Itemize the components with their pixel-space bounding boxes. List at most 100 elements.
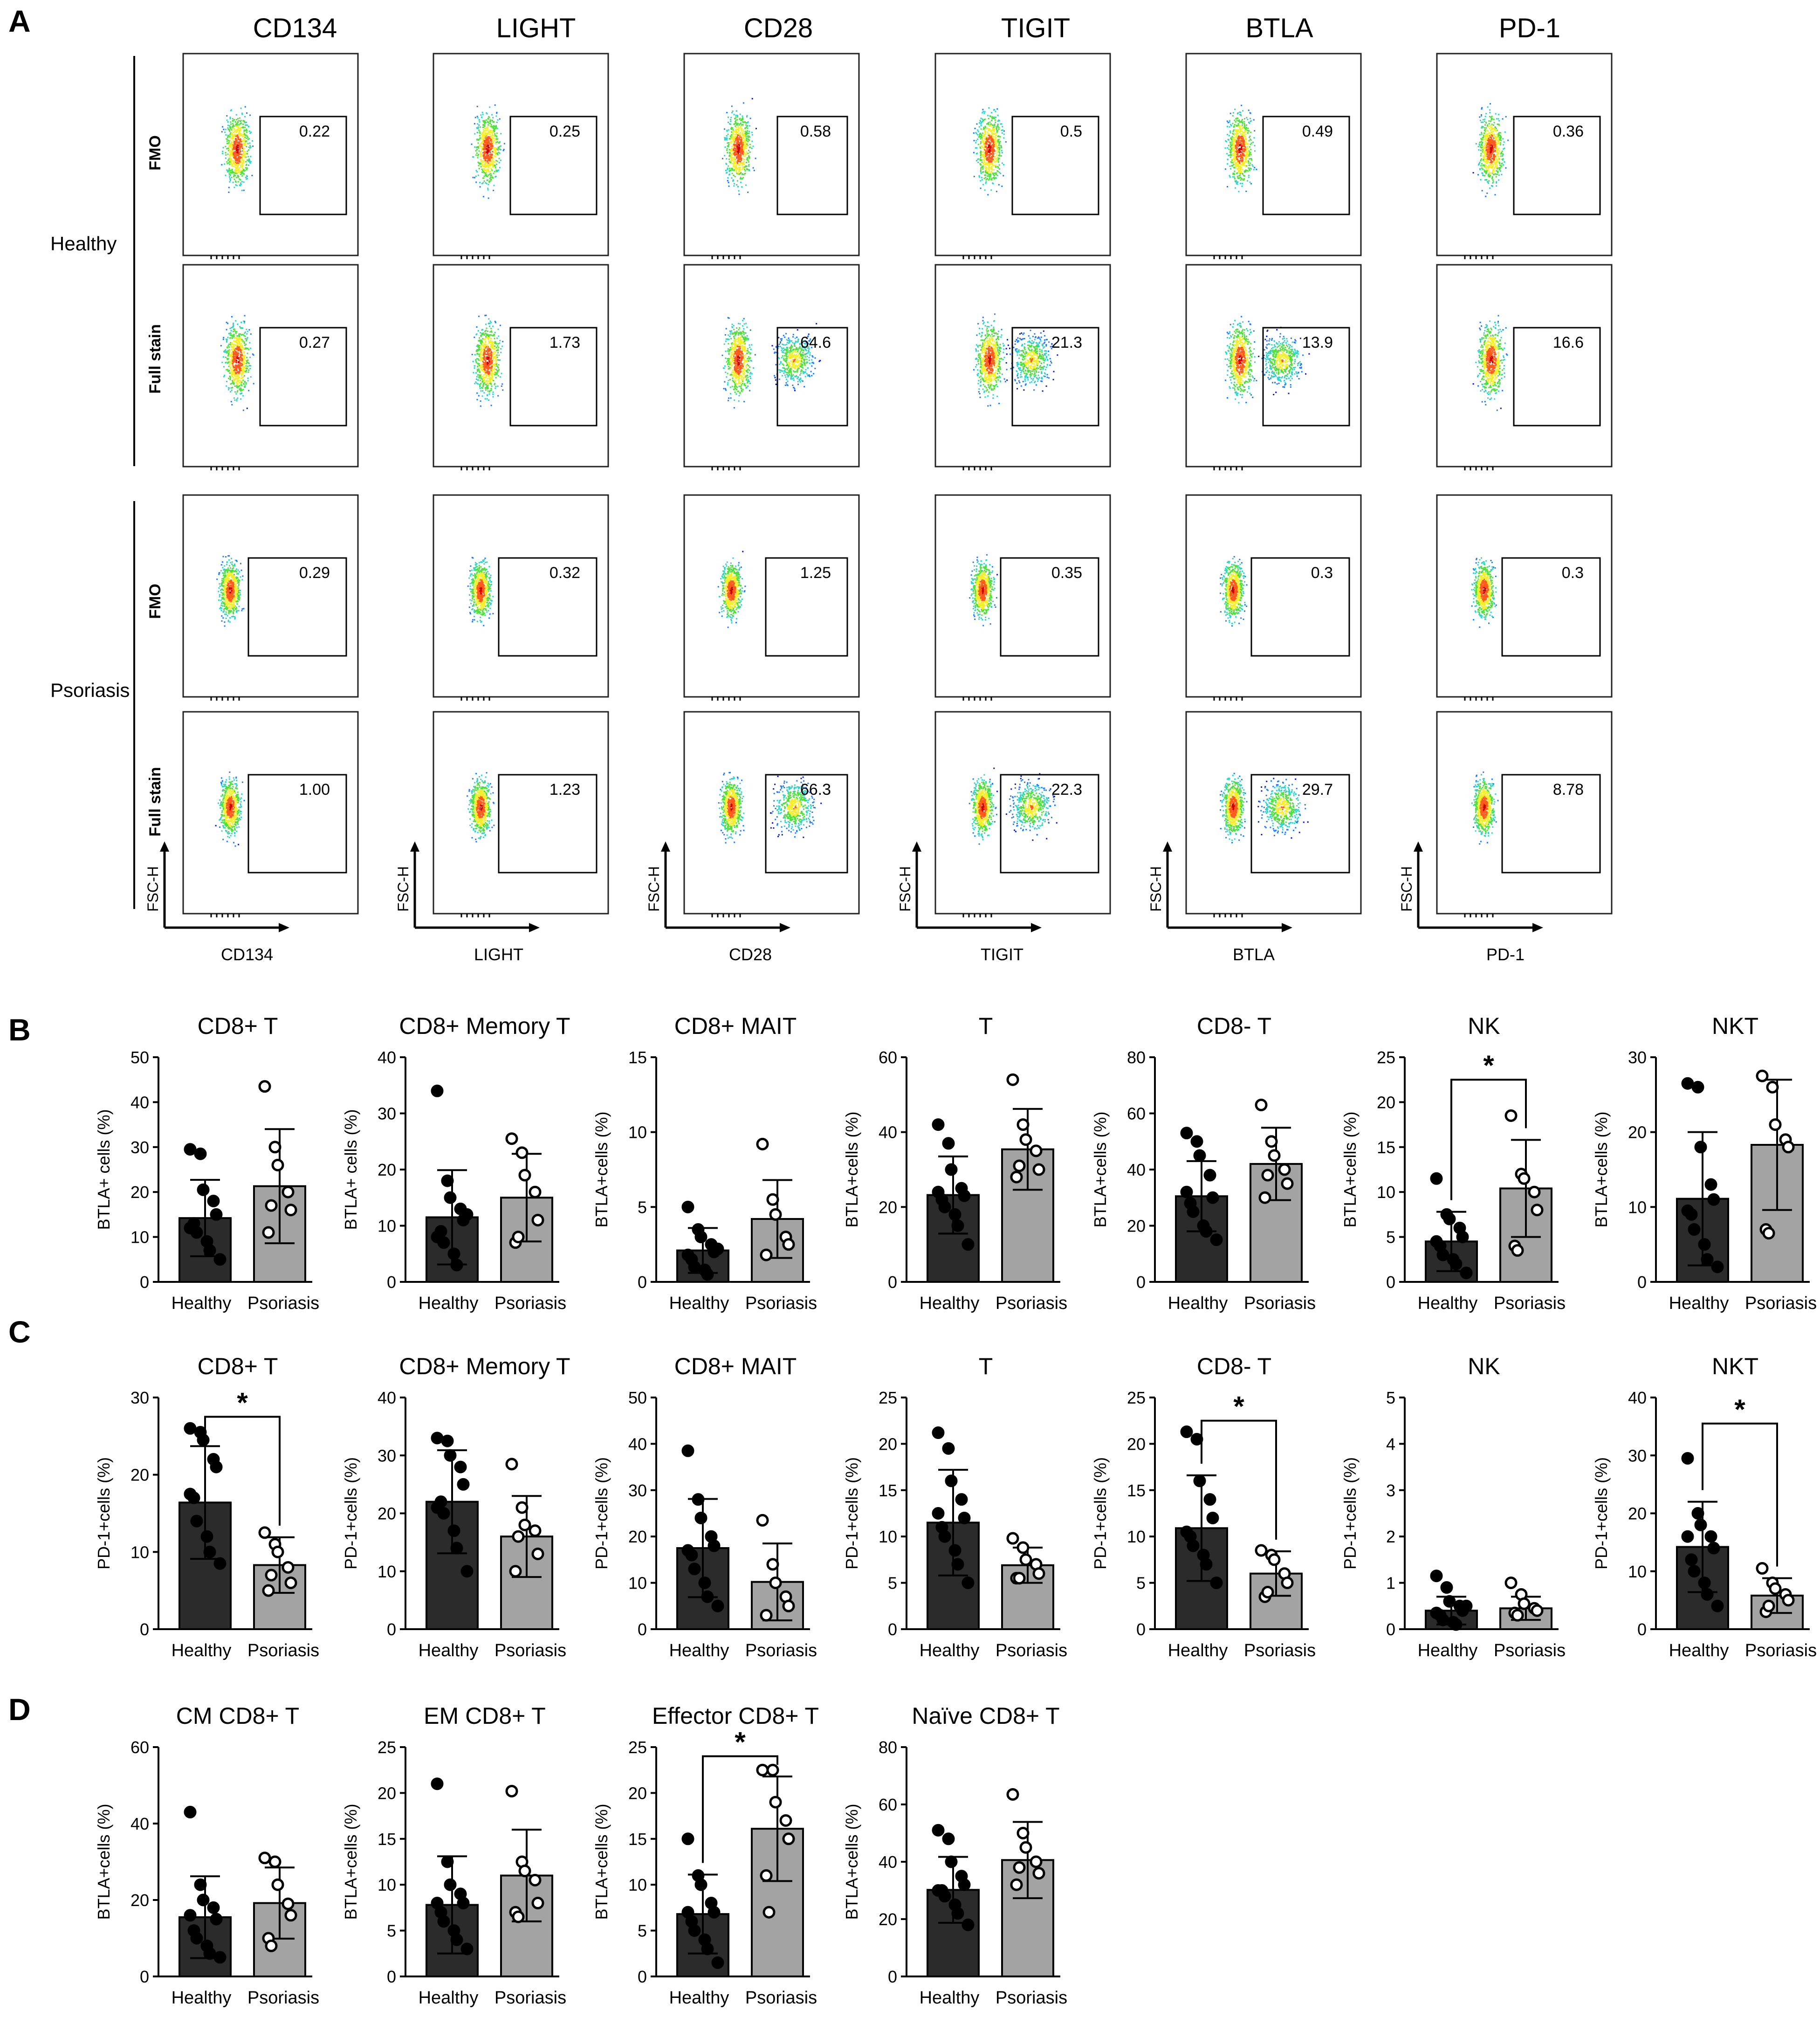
density-dot bbox=[983, 162, 985, 164]
density-dot bbox=[243, 351, 245, 353]
density-dot bbox=[492, 157, 494, 158]
density-dot bbox=[740, 142, 742, 144]
density-dot bbox=[738, 127, 740, 129]
density-dot bbox=[984, 132, 986, 134]
density-dot bbox=[486, 112, 488, 114]
density-dot bbox=[485, 130, 487, 131]
density-dot bbox=[231, 343, 233, 345]
density-dot bbox=[1001, 150, 1003, 151]
density-dot bbox=[229, 164, 231, 165]
density-dot bbox=[244, 338, 246, 340]
density-dot bbox=[1492, 172, 1494, 173]
density-dot bbox=[740, 119, 742, 121]
density-dot bbox=[1491, 127, 1493, 129]
density-dot bbox=[1243, 145, 1244, 147]
density-dot bbox=[482, 148, 484, 150]
density-dot bbox=[228, 169, 230, 171]
density-dot bbox=[1232, 143, 1234, 145]
density-dot bbox=[737, 137, 739, 139]
density-dot bbox=[227, 129, 229, 131]
density-dot bbox=[1487, 143, 1488, 145]
density-dot bbox=[1233, 146, 1235, 148]
density-dot bbox=[985, 155, 987, 157]
density-dot bbox=[243, 383, 245, 385]
density-dot bbox=[493, 148, 494, 149]
density-dot bbox=[488, 158, 490, 160]
density-dot bbox=[988, 151, 989, 153]
density-dot bbox=[743, 131, 745, 132]
density-dot bbox=[1243, 146, 1245, 148]
density-dot bbox=[739, 170, 741, 171]
density-dot bbox=[989, 153, 991, 154]
gate-rectangle bbox=[1011, 116, 1099, 215]
density-dot bbox=[744, 141, 746, 143]
density-dot bbox=[735, 125, 736, 127]
density-dot bbox=[495, 160, 497, 161]
density-dot bbox=[745, 142, 747, 144]
density-dot bbox=[500, 159, 501, 161]
density-dot bbox=[1239, 166, 1241, 168]
density-dot bbox=[990, 149, 992, 151]
density-dot bbox=[1246, 165, 1248, 167]
density-dot bbox=[234, 158, 236, 160]
density-dot bbox=[1240, 148, 1242, 150]
density-dot bbox=[229, 159, 231, 161]
density-dot bbox=[238, 338, 240, 340]
density-dot bbox=[985, 177, 987, 179]
density-dot bbox=[749, 170, 750, 172]
density-dot bbox=[735, 116, 737, 118]
density-dot bbox=[239, 123, 241, 124]
density-dot bbox=[1233, 129, 1235, 131]
density-dot bbox=[993, 150, 995, 152]
density-dot bbox=[738, 166, 740, 168]
density-dot bbox=[248, 138, 250, 140]
density-dot bbox=[475, 181, 477, 183]
density-dot bbox=[231, 336, 233, 337]
density-dot bbox=[237, 386, 239, 387]
density-dot bbox=[240, 354, 241, 356]
density-dot bbox=[1242, 122, 1243, 124]
density-dot bbox=[239, 178, 240, 180]
density-dot bbox=[487, 121, 489, 123]
density-dot bbox=[736, 180, 738, 182]
density-dot bbox=[1495, 165, 1497, 167]
density-dot bbox=[980, 133, 982, 135]
density-dot bbox=[1246, 117, 1248, 118]
density-dot bbox=[498, 146, 500, 148]
density-dot bbox=[247, 159, 248, 161]
density-dot bbox=[227, 350, 229, 352]
density-dot bbox=[992, 132, 994, 134]
density-dot bbox=[1250, 151, 1251, 153]
density-dot bbox=[487, 159, 489, 161]
density-dot bbox=[1244, 158, 1246, 160]
density-dot bbox=[1233, 172, 1235, 174]
density-dot bbox=[252, 145, 254, 147]
density-dot bbox=[228, 158, 230, 159]
density-dot bbox=[244, 139, 246, 141]
density-dot bbox=[481, 132, 483, 134]
density-dot bbox=[482, 182, 484, 184]
density-dot bbox=[1490, 124, 1492, 126]
density-dot bbox=[252, 353, 254, 355]
density-dot bbox=[487, 154, 488, 156]
density-dot bbox=[487, 133, 488, 135]
density-dot bbox=[1239, 126, 1241, 128]
density-dot bbox=[237, 390, 239, 392]
density-dot bbox=[236, 123, 238, 124]
density-dot bbox=[233, 324, 234, 326]
density-dot bbox=[1491, 137, 1492, 139]
density-dot bbox=[484, 156, 486, 158]
density-dot bbox=[498, 169, 500, 171]
density-dot bbox=[489, 158, 491, 160]
density-dot bbox=[230, 383, 232, 385]
density-dot bbox=[229, 134, 231, 136]
density-dot bbox=[998, 127, 1000, 129]
density-dot bbox=[232, 140, 234, 142]
density-dot bbox=[982, 184, 984, 186]
density-dot bbox=[490, 168, 492, 170]
density-dot bbox=[1235, 147, 1236, 149]
density-dot bbox=[240, 173, 241, 175]
density-dot bbox=[1494, 151, 1496, 152]
density-dot bbox=[1485, 143, 1487, 145]
density-dot bbox=[1242, 153, 1244, 155]
